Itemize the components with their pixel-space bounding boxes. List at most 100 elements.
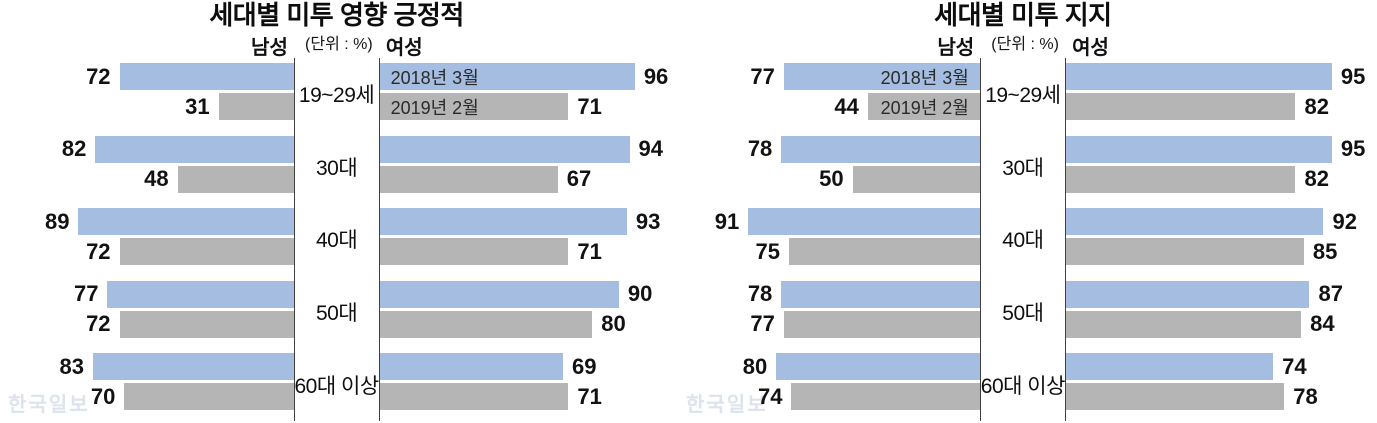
chart-metoo-impact-positive: 세대별 미투 영향 긍정적 남성 (단위 : %) 여성 72 31 82 48 89 7… bbox=[25, 0, 675, 423]
bar-row-male-2019: 74 bbox=[697, 383, 980, 411]
male-bar-group: 82 48 bbox=[25, 131, 294, 204]
value-label: 75 bbox=[755, 238, 780, 264]
unit-label: (단위 : %) bbox=[991, 36, 1059, 53]
bar-2018-male bbox=[776, 353, 980, 381]
legend-label-2018: 2018년 3월 bbox=[880, 67, 969, 88]
category-row: 40대 bbox=[295, 203, 379, 276]
bar-2018-female: 2018년 3월 bbox=[379, 63, 635, 90]
bar-2019-male bbox=[788, 238, 980, 266]
bar-row-female-2019: 71 bbox=[379, 383, 675, 411]
bar-2019-female bbox=[379, 165, 558, 193]
bar-row-female-2018: 2018년 3월 96 bbox=[379, 63, 675, 90]
watermark-hankookilbo: 한국일보 bbox=[8, 394, 90, 416]
female-bar-group: 87 84 bbox=[1065, 276, 1377, 349]
bar-2018-female bbox=[1065, 135, 1332, 163]
category-row: 50대 bbox=[295, 276, 379, 349]
value-label: 83 bbox=[59, 353, 84, 379]
male-bar-group: 77 72 bbox=[25, 276, 294, 349]
bar-row-male-2018: 80 bbox=[697, 353, 980, 381]
chart-body: 72 31 82 48 89 72 77 72 83 70 19~29세 30대 40대 50대 60대 … bbox=[25, 58, 675, 421]
category-label: 60대 이상 bbox=[980, 374, 1066, 398]
chart-subtitle-row: 남성 (단위 : %) 여성 bbox=[25, 32, 675, 59]
value-label: 82 bbox=[1304, 93, 1329, 119]
value-label: 72 bbox=[86, 311, 111, 337]
unit-label: (단위 : %) bbox=[305, 36, 373, 53]
value-label: 71 bbox=[577, 238, 602, 264]
bar-2019-male bbox=[783, 310, 980, 338]
value-label: 44 bbox=[834, 93, 859, 119]
bar-row-male-2018: 72 bbox=[25, 63, 294, 90]
value-label: 67 bbox=[566, 166, 592, 192]
bar-row-male-2018: 91 bbox=[697, 208, 980, 236]
female-side-label: 여성 bbox=[1072, 36, 1109, 59]
bar-2018-male bbox=[95, 135, 294, 163]
bar-2019-female bbox=[1065, 238, 1304, 266]
female-bar-group: 95 82 bbox=[1065, 58, 1377, 131]
bar-2019-male bbox=[218, 93, 294, 120]
male-bars-column: 72 31 82 48 89 72 77 72 83 70 bbox=[25, 58, 294, 421]
bar-2019-female bbox=[1065, 383, 1285, 411]
value-label: 77 bbox=[750, 63, 775, 89]
bar-2019-female bbox=[1065, 165, 1296, 193]
value-label: 78 bbox=[747, 136, 773, 162]
category-label: 60대 이상 bbox=[294, 374, 380, 398]
bar-2019-female bbox=[1065, 310, 1302, 338]
bar-2019-female bbox=[379, 310, 593, 338]
bar-2018-male bbox=[92, 353, 294, 381]
category-label: 19~29세 bbox=[298, 84, 375, 108]
male-side-label: 남성 bbox=[937, 36, 975, 59]
female-bar-group: 93 71 bbox=[379, 203, 675, 276]
bar-row-female-2018: 95 bbox=[1065, 63, 1377, 90]
value-label: 69 bbox=[572, 353, 597, 379]
category-label: 40대 bbox=[1002, 229, 1044, 253]
category-label: 50대 bbox=[1002, 302, 1044, 326]
bar-row-male-2019: 72 bbox=[25, 310, 294, 338]
male-bar-group: 89 72 bbox=[25, 203, 294, 276]
value-label: 95 bbox=[1340, 63, 1366, 89]
male-bar-group: 80 74 bbox=[697, 348, 980, 421]
bar-2018-female bbox=[379, 353, 564, 381]
bar-2019-female: 2019년 2월 bbox=[379, 93, 569, 120]
male-bar-group: 78 50 bbox=[697, 131, 980, 204]
female-bars-column: 2018년 3월 96 2019년 2월 71 94 67 93 71 90 80 69 71 bbox=[379, 58, 675, 421]
category-row: 30대 bbox=[295, 131, 379, 204]
bar-row-female-2019: 78 bbox=[1065, 383, 1377, 411]
bar-row-female-2018: 69 bbox=[379, 353, 675, 381]
bar-2018-female bbox=[379, 135, 630, 163]
chart-title: 세대별 미투 지지 bbox=[934, 0, 1112, 30]
value-label: 48 bbox=[144, 166, 169, 192]
bar-row-male-2019: 31 bbox=[25, 93, 294, 120]
bar-row-male-2018: 83 bbox=[25, 353, 294, 381]
bar-2019-male bbox=[177, 165, 294, 193]
male-bars-column: 77 2018년 3월 44 2019년 2월 78 50 91 75 78 77 80 74 bbox=[697, 58, 980, 421]
watermark-hankookilbo: 한국일보 bbox=[686, 394, 768, 416]
bar-2018-female bbox=[1065, 280, 1310, 308]
category-row: 60대 이상 bbox=[294, 348, 380, 421]
male-bar-group: 78 77 bbox=[697, 276, 980, 349]
female-bar-group: 90 80 bbox=[379, 276, 675, 349]
male-bar-group: 77 2018년 3월 44 2019년 2월 bbox=[697, 58, 980, 131]
category-row: 19~29세 bbox=[981, 58, 1065, 131]
chart-header: 세대별 미투 지지 bbox=[697, 0, 1377, 32]
male-side-label: 남성 bbox=[251, 36, 288, 59]
value-label: 77 bbox=[73, 281, 99, 307]
legend-label-2019: 2019년 2월 bbox=[390, 97, 479, 118]
value-label: 78 bbox=[1293, 383, 1318, 409]
female-bar-group: 69 71 bbox=[379, 348, 675, 421]
bar-row-male-2018: 77 2018년 3월 bbox=[697, 63, 980, 90]
value-label: 82 bbox=[61, 136, 87, 162]
bar-row-female-2018: 92 bbox=[1065, 208, 1377, 236]
value-label: 84 bbox=[1310, 311, 1335, 337]
category-label: 19~29세 bbox=[985, 84, 1061, 108]
bar-row-female-2019: 85 bbox=[1065, 238, 1377, 266]
bar-row-female-2019: 82 bbox=[1065, 165, 1377, 193]
value-label: 71 bbox=[577, 93, 602, 119]
bar-row-male-2018: 78 bbox=[697, 135, 980, 163]
bar-2019-male bbox=[852, 165, 980, 193]
legend-label-2018: 2018년 3월 bbox=[390, 67, 479, 88]
female-bar-group: 95 82 bbox=[1065, 131, 1377, 204]
bar-2019-male bbox=[791, 383, 980, 411]
value-label: 50 bbox=[819, 166, 844, 192]
bar-row-female-2018: 90 bbox=[379, 280, 675, 308]
